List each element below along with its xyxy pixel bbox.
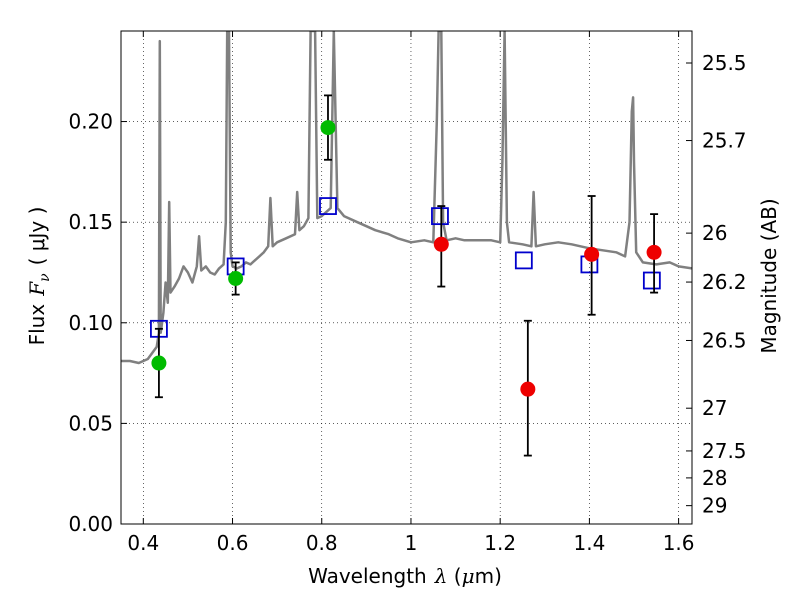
- y-tick-label: 0.20: [68, 110, 113, 134]
- model-spectrum-line: [121, 31, 692, 365]
- x-tick-label: 1.2: [484, 531, 516, 555]
- y-axis: 0.00 0.05 0.10 0.15 0.20: [68, 110, 127, 536]
- observed-point-red: [584, 246, 600, 262]
- x-axis: 0.4 0.6 0.8 1 1.2 1.4 1.6: [127, 31, 695, 555]
- observed-point-red: [433, 236, 449, 252]
- x-tick-label: 0.8: [306, 531, 338, 555]
- model-photometry-point: [514, 251, 533, 270]
- y2-tick-label: 27: [702, 396, 727, 420]
- spectrum-layer: [121, 31, 692, 365]
- model-photometry-point: [319, 197, 337, 215]
- y2-tick-label: 25.7: [702, 129, 747, 153]
- y2-axis: 25.5 25.7 26 26.2 26.5 27 27.5 28 29: [686, 51, 747, 518]
- x-tick-label: 0.6: [217, 531, 249, 555]
- x-tick-label: 0.4: [127, 531, 159, 555]
- y2-axis-title: Magnitude (AB): [757, 198, 781, 353]
- x-tick-label: 1.6: [663, 531, 695, 555]
- y2-tick-label: 26.5: [702, 328, 747, 352]
- observed-point-green: [151, 355, 167, 371]
- plot-frame: [120, 30, 693, 525]
- observed-point-red: [520, 381, 536, 397]
- observed-point-red: [646, 244, 662, 260]
- x-axis-title: Wavelength λ (μm): [308, 564, 502, 588]
- plot-content: [121, 31, 692, 457]
- y-tick-label: 0.15: [68, 210, 113, 234]
- x-tick-label: 1: [405, 531, 418, 555]
- y-axis-title: FluxFν( μJy ): [25, 207, 53, 346]
- y2-tick-label: 27.5: [702, 439, 747, 463]
- observed-points-layer: [151, 120, 662, 397]
- y-tick-label: 0.05: [68, 411, 113, 435]
- y2-tick-label: 28: [702, 466, 727, 490]
- y2-tick-label: 26.2: [702, 270, 747, 294]
- y-tick-label: 0.10: [68, 311, 113, 335]
- y2-tick-label: 29: [702, 494, 727, 518]
- model-photometry-point: [642, 271, 661, 290]
- observed-point-green: [320, 120, 336, 136]
- y-tick-label: 0.00: [68, 512, 113, 536]
- model-photometry-point: [431, 207, 449, 226]
- x-tick-label: 1.4: [573, 531, 605, 555]
- observed-point-green: [228, 271, 244, 287]
- y2-tick-label: 26: [702, 221, 727, 245]
- y2-tick-label: 25.5: [702, 51, 747, 75]
